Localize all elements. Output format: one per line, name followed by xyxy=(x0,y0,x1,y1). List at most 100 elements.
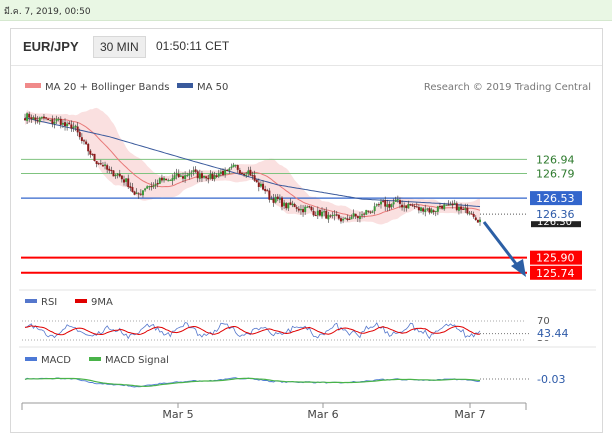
candle-body xyxy=(455,203,458,211)
candle-body xyxy=(167,180,170,182)
candle-body xyxy=(177,174,180,178)
ma9-legend-label: 9MA xyxy=(91,297,113,308)
candle-body xyxy=(144,188,147,191)
candle-body xyxy=(445,204,448,206)
candle-body xyxy=(205,176,208,179)
candle-body xyxy=(251,175,254,177)
candle-body xyxy=(186,175,189,177)
candle-body xyxy=(70,124,73,129)
candle-body xyxy=(175,173,178,176)
candle-body xyxy=(224,170,227,175)
candle-body xyxy=(365,209,368,215)
candle-body xyxy=(409,204,412,206)
candle-body xyxy=(53,121,56,124)
level-label-3: 126.36 xyxy=(536,208,575,221)
candle-body xyxy=(80,137,83,142)
candle-body xyxy=(415,206,418,208)
candle-body xyxy=(453,203,456,205)
x-tick-label: Mar 5 xyxy=(162,408,193,421)
candle-body xyxy=(426,208,429,210)
macd-last-value: -0.03 xyxy=(537,373,565,386)
candle-body xyxy=(253,175,256,181)
candle-body xyxy=(384,200,387,207)
candle-body xyxy=(184,175,187,180)
date-time: มี.ค. 7, 2019, 00:50 xyxy=(4,7,91,17)
candle-body xyxy=(354,213,357,217)
candle-body xyxy=(405,205,408,209)
candle-body xyxy=(200,173,203,179)
candle-body xyxy=(346,218,349,220)
candle-body xyxy=(430,209,433,213)
candle-body xyxy=(95,161,98,164)
level-label-box-2 xyxy=(530,191,582,206)
candle-body xyxy=(417,207,420,211)
candle-body xyxy=(30,117,33,120)
macd-signal-line xyxy=(24,377,481,388)
candle-body xyxy=(47,118,50,121)
candle-body xyxy=(278,198,281,200)
rsi-legend-label: RSI xyxy=(41,297,57,308)
candle-body xyxy=(283,202,286,206)
level-label-box-3 xyxy=(530,207,582,222)
candle-body xyxy=(179,175,182,177)
candle-body xyxy=(209,173,212,179)
candle-body xyxy=(367,210,370,212)
candle-body xyxy=(276,196,279,200)
candle-body xyxy=(51,119,54,124)
candle-body xyxy=(344,217,347,219)
level-label-box-1 xyxy=(530,166,582,181)
candle-body xyxy=(91,153,94,155)
macd-legend-label: MACD xyxy=(41,355,71,366)
candle-body xyxy=(226,169,229,171)
ma9-legend-swatch xyxy=(75,299,87,303)
candle-body xyxy=(327,214,330,220)
candle-body xyxy=(116,174,119,176)
candle-body xyxy=(479,219,481,223)
candle-body xyxy=(329,215,332,217)
rsi-ma9-line xyxy=(24,325,481,336)
candle-body xyxy=(163,178,166,181)
candle-body xyxy=(99,163,102,165)
candle-body xyxy=(78,132,81,138)
candle-body xyxy=(74,125,77,128)
candle-body xyxy=(274,196,277,203)
candle-body xyxy=(304,206,307,212)
candle-body xyxy=(36,120,39,122)
candle-body xyxy=(146,186,149,189)
symbol-label: EUR/JPY xyxy=(23,39,79,54)
candle-body xyxy=(449,204,452,206)
candle-body xyxy=(299,209,302,211)
candle-body xyxy=(472,213,475,217)
candle-body xyxy=(295,207,298,209)
candle-body xyxy=(413,206,416,208)
candle-body xyxy=(169,179,172,181)
candle-body xyxy=(428,208,431,213)
candle-body xyxy=(356,216,359,219)
timeframe-button[interactable]: 30 MIN xyxy=(93,36,146,58)
level-label-box-5 xyxy=(530,265,582,280)
candle-body xyxy=(194,169,197,172)
candle-body xyxy=(135,192,138,194)
candle-body xyxy=(64,122,67,127)
candle-body xyxy=(154,183,157,186)
level-label-box-0 xyxy=(530,152,582,167)
candle-body xyxy=(196,171,199,179)
time-label: 01:50:11 CET xyxy=(156,39,230,53)
candle-body xyxy=(247,170,250,175)
candle-body xyxy=(137,193,140,195)
rsi-last-value: 43.44 xyxy=(537,327,569,340)
candle-body xyxy=(302,209,305,213)
price-levels xyxy=(21,158,527,274)
level-label-0: 126.94 xyxy=(536,153,575,166)
candle-body xyxy=(321,211,324,217)
candle-body xyxy=(66,123,69,127)
ma50-legend-label: MA 50 xyxy=(197,82,228,93)
candle-body xyxy=(323,211,326,213)
candle-body xyxy=(272,198,275,203)
candle-body xyxy=(192,170,195,173)
candle-body xyxy=(131,187,134,192)
candle-body xyxy=(114,174,117,177)
candle-body xyxy=(211,173,214,180)
candle-body xyxy=(318,209,321,216)
candle-body xyxy=(89,150,92,155)
